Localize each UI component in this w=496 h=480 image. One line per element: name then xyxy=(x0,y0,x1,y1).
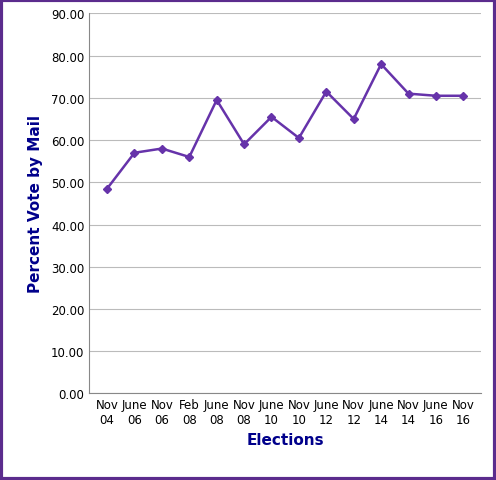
X-axis label: Elections: Elections xyxy=(247,432,324,447)
Y-axis label: Percent Vote by Mail: Percent Vote by Mail xyxy=(28,115,43,293)
